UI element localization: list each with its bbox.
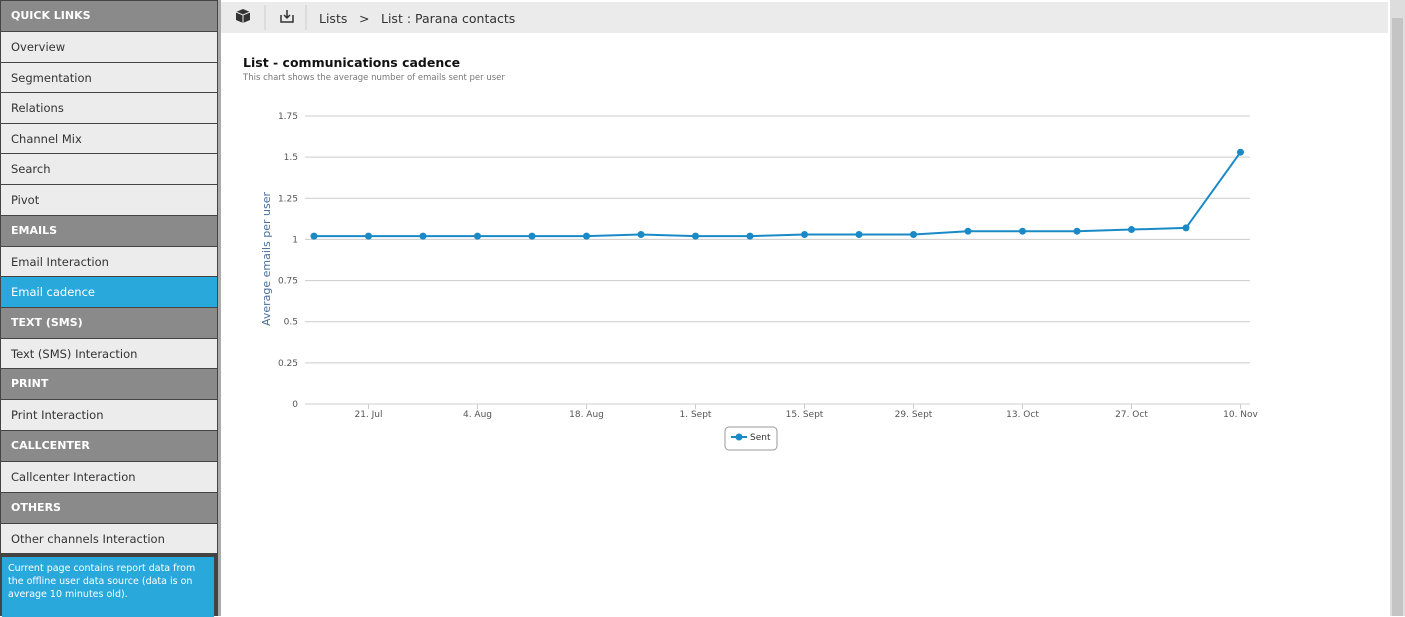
point [964, 227, 972, 235]
point [855, 230, 863, 238]
x-tick-label: 1. Sept [680, 410, 712, 420]
top-bar: Lists > List : Parana contacts [221, 2, 1388, 33]
legend-box [724, 426, 778, 451]
y-tick-label: 0.5 [284, 318, 298, 328]
menu-section: PRINT [1, 369, 217, 400]
menu-item[interactable]: Print Interaction [1, 400, 217, 430]
x-tick-label: 27. Oct [1115, 410, 1148, 420]
point [1237, 148, 1244, 156]
menu-item[interactable]: Email Interaction [1, 246, 217, 277]
menu-item[interactable]: Channel Mix [1, 123, 217, 154]
download-icon[interactable] [221, 2, 321, 33]
legend-marker [735, 433, 743, 441]
scroll-thumb[interactable] [1392, 18, 1403, 616]
menu-item[interactable]: Segmentation [1, 62, 217, 93]
menu-item[interactable]: Text (SMS) Interaction [1, 338, 217, 369]
point [583, 232, 590, 240]
x-tick-label: 21. Jul [354, 410, 382, 420]
x-tick-label: 4. Aug [463, 410, 492, 420]
point [910, 230, 917, 238]
point [528, 232, 536, 240]
menu-item[interactable]: Callcenter Interaction [1, 461, 217, 492]
menu-section: OTHERS [1, 492, 217, 523]
sidebar: QUICK LINKS Overview Segmentation Relations… [0, 0, 218, 616]
menu-item[interactable]: Relations [1, 93, 217, 123]
x-tick-label: 10. Nov [1223, 410, 1258, 420]
menu-item[interactable]: Search [1, 154, 217, 184]
line [314, 151, 1242, 238]
chart: List - communications cadence This chart… [242, 55, 1259, 451]
breadcrumb-separator: > [359, 11, 370, 26]
menu-item[interactable]: Pivot [1, 184, 217, 215]
scrollbar[interactable] [1390, 0, 1405, 616]
y-tick-label: 0 [292, 400, 298, 410]
divider [218, 0, 221, 616]
point [746, 232, 754, 240]
menu-section: EMAILS [1, 215, 217, 246]
menu-item[interactable]: Other channels Interaction [1, 523, 217, 554]
y-tick-label: 1.25 [278, 194, 298, 204]
point [1128, 226, 1135, 234]
point [474, 232, 481, 240]
breadcrumb-link[interactable]: Lists [319, 11, 348, 26]
point [419, 232, 427, 240]
y-tick-label: 1.75 [278, 112, 298, 122]
x-tick-label: 29. Sept [895, 410, 933, 420]
point [1182, 224, 1190, 232]
chart-subtitle: This chart shows the average number of e… [242, 73, 505, 83]
point [310, 232, 318, 240]
y-tick-label: 0.75 [278, 277, 298, 287]
point [1073, 227, 1081, 235]
point [637, 230, 645, 238]
point [692, 232, 699, 240]
point [365, 232, 372, 240]
point [801, 230, 808, 238]
point [1019, 227, 1026, 235]
chart-title: List - communications cadence [243, 55, 460, 70]
y-tick-label: 1 [292, 235, 298, 245]
x-tick-label: 18. Aug [569, 410, 604, 420]
menu-item[interactable]: Email cadence [1, 277, 217, 307]
breadcrumb-current: List : Parana contacts [381, 11, 516, 26]
menu-section: QUICK LINKS [1, 1, 217, 31]
y-tick-label: 0.25 [278, 359, 298, 369]
legend-label: Sent [750, 433, 771, 443]
x-tick-label: 15. Sept [786, 410, 824, 420]
menu-section: TEXT (SMS) [1, 307, 217, 338]
x-tick-label: 13. Oct [1006, 410, 1039, 420]
menu-section: CALLCENTER [1, 430, 217, 461]
y-axis-title: Average emails per user [260, 192, 273, 326]
info-note: Current page contains report data from t… [2, 557, 214, 617]
menu-item[interactable]: Overview [1, 32, 217, 62]
y-tick-label: 1.5 [284, 153, 298, 163]
